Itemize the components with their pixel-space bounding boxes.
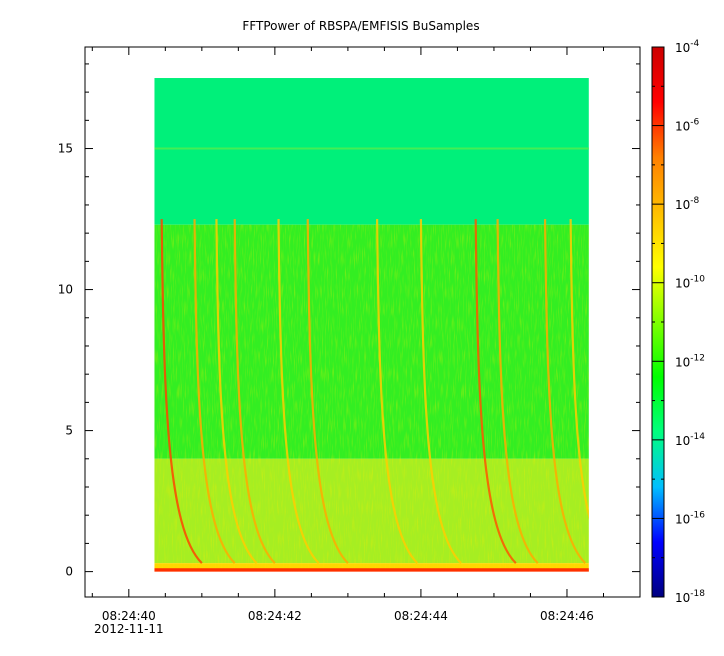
colorbar-tick-exponent: -4 <box>690 39 699 49</box>
chorus-burst-11 <box>569 219 589 520</box>
x-tick-label: 08:24:44 <box>394 609 448 623</box>
chorus-burst-5 <box>306 219 349 564</box>
colorbar-tick-label: 10-18 <box>675 589 705 605</box>
y-tick-label: 5 <box>65 424 73 438</box>
y-tick-label: 15 <box>58 142 73 156</box>
colorbar-tick-mantissa: 10 <box>675 434 690 448</box>
chart-title: FFTPower of RBSPA/EMFISIS BuSamples <box>242 19 479 33</box>
y-tick-label: 10 <box>58 283 73 297</box>
chorus-burst-4 <box>277 219 320 564</box>
low-frequency-band <box>154 568 589 572</box>
colorbar-tick-mantissa: 10 <box>675 41 690 55</box>
colorbar-strip <box>652 47 664 597</box>
colorbar-tick-mantissa: 10 <box>675 512 690 526</box>
y-axis: 0 5 10 15 <box>58 63 640 579</box>
x-date-label: 2012-11-11 <box>94 622 164 636</box>
y-tick-label: 0 <box>65 565 73 579</box>
colorbar-tick-exponent: -6 <box>690 118 699 128</box>
colorbar-tick-label: 10-8 <box>675 196 700 212</box>
spectrogram-region-0 <box>154 78 589 225</box>
colorbar-tick-label: 10-6 <box>675 118 700 134</box>
chorus-burst-7 <box>419 219 462 564</box>
chorus-burst-0 <box>160 219 203 564</box>
x-axis: 08:24:40 08:24:42 08:24:44 08:24:46 2012-11-… <box>91 47 641 636</box>
colorbar-tick-label: 10-16 <box>675 510 705 526</box>
colorbar-tick-exponent: -18 <box>690 589 705 599</box>
colorbar-tick-exponent: -10 <box>690 275 705 285</box>
colorbar-tick-label: 10-10 <box>675 275 705 291</box>
colorbar-tick-mantissa: 10 <box>675 198 690 212</box>
colorbar-tick-mantissa: 10 <box>675 120 690 134</box>
chorus-burst-1 <box>193 219 236 564</box>
colorbar-tick-mantissa: 10 <box>675 355 690 369</box>
colorbar-tick-exponent: -8 <box>690 196 699 206</box>
x-tick-label: 08:24:40 <box>102 609 156 623</box>
colorbar-tick-exponent: -16 <box>690 510 705 520</box>
colorbar-tick-mantissa: 10 <box>675 277 690 291</box>
colorbar-tick-exponent: -14 <box>690 432 705 442</box>
chorus-burst-10 <box>543 219 587 564</box>
spectrogram-data <box>154 78 589 572</box>
colorbar-tick-exponent: -12 <box>690 353 705 363</box>
chorus-burst-8 <box>474 219 517 564</box>
chorus-burst-3 <box>233 219 276 564</box>
plot-area: 0 5 10 15 08:24:40 08:24:42 08:24:44 08:24:46 2… <box>58 46 641 636</box>
colorbar-tick-mantissa: 10 <box>675 591 690 605</box>
spectrogram-texture <box>154 224 589 572</box>
chorus-burst-2 <box>215 219 258 564</box>
x-tick-label: 08:24:46 <box>540 609 594 623</box>
colorbar-tick-label: 10-12 <box>675 353 705 369</box>
chorus-burst-9 <box>496 219 539 564</box>
chorus-burst-6 <box>376 219 419 564</box>
x-tick-label: 08:24:42 <box>248 609 302 623</box>
colorbar-tick-label: 10-4 <box>675 39 700 55</box>
colorbar-tick-label: 10-14 <box>675 432 705 448</box>
